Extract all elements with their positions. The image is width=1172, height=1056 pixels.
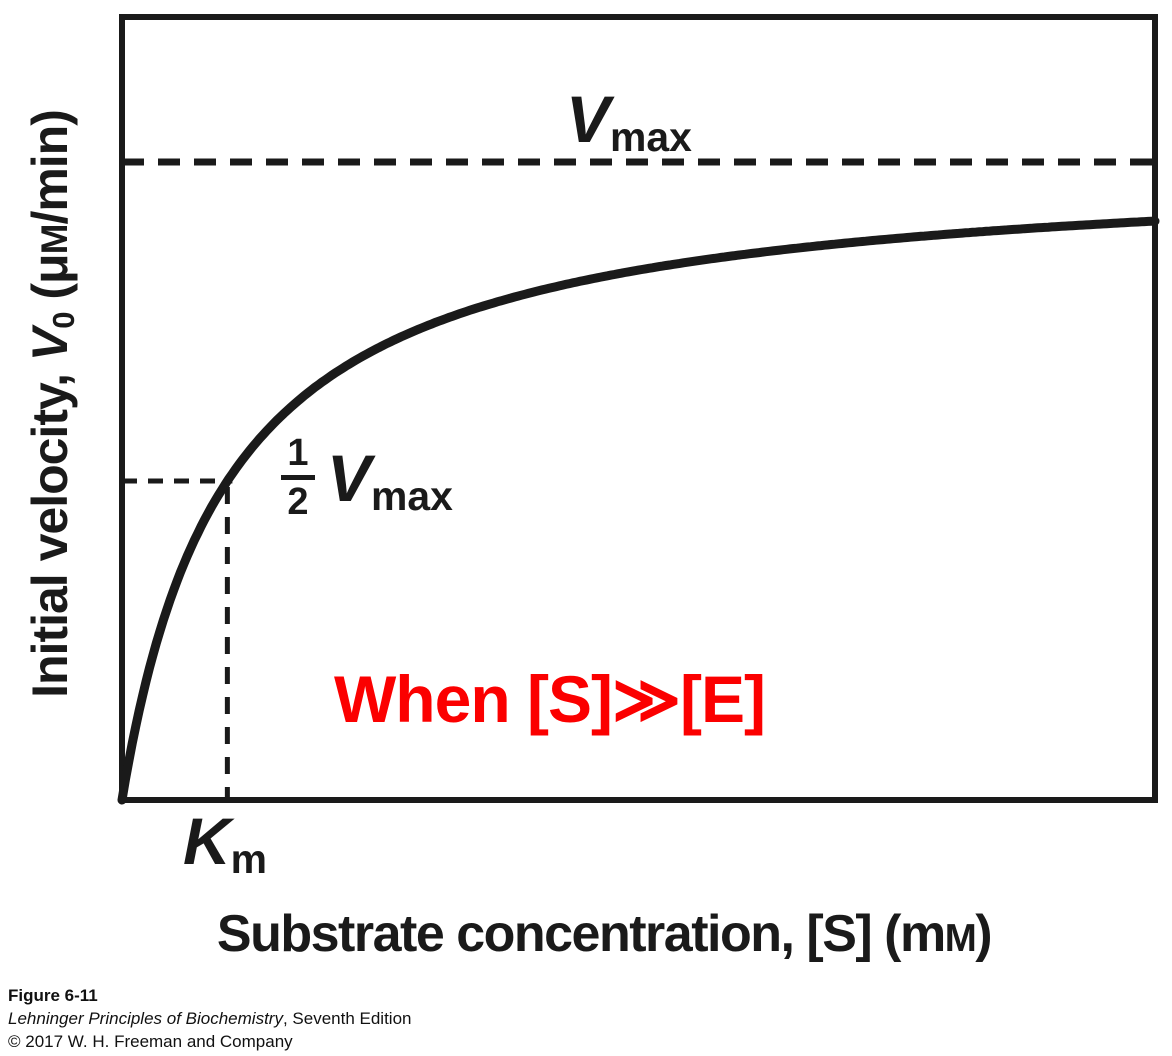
y-axis-label: Initial velocity, V0 (μM/min) (22, 110, 81, 698)
x-axis-unit-molar: M (944, 917, 977, 960)
book-title: Lehninger Principles of Biochemistry (8, 1009, 283, 1028)
half-vmax-sub: max (371, 472, 453, 519)
book-reference: Lehninger Principles of Biochemistry, Se… (8, 1007, 412, 1030)
y-axis-var-sub: 0 (45, 312, 81, 329)
y-axis-unit-pre: (μ (22, 254, 78, 313)
vmax-var: V (566, 82, 611, 156)
half-vmax-label: 1 2 Vmax (281, 434, 453, 521)
figure-caption: Figure 6-11 Lehninger Principles of Bioc… (8, 984, 412, 1053)
fraction-numerator: 1 (287, 432, 309, 474)
km-sub: m (230, 836, 268, 882)
one-half-fraction: 1 2 (281, 434, 315, 521)
half-vmax-var: V (327, 440, 372, 515)
fraction-denominator: 2 (287, 481, 309, 523)
y-axis-var: V (22, 328, 78, 362)
figure-number: Figure 6-11 (8, 986, 98, 1005)
y-axis-label-text: Initial velocity, (22, 361, 78, 698)
x-axis-label-text: Substrate concentration, [S] (m (216, 905, 946, 963)
copyright-line: © 2017 W. H. Freeman and Company (8, 1032, 293, 1051)
vmax-label: Vmax (566, 86, 692, 157)
fraction-bar (281, 475, 315, 480)
x-axis-label: Substrate concentration, [S] (mM) (216, 905, 993, 963)
book-edition: , Seventh Edition (282, 1009, 412, 1028)
y-axis-unit-post: /min) (22, 110, 78, 225)
half-vmax-var-group: Vmax (327, 445, 453, 516)
annotation-when-s-much-greater-than-e: When [S]≫[E] (334, 662, 766, 736)
km-label: Km (183, 808, 267, 879)
vmax-sub: max (610, 114, 692, 160)
y-axis-unit-molar: M (34, 224, 75, 255)
km-var: K (183, 804, 231, 878)
x-axis-label-suffix: ) (975, 905, 992, 963)
